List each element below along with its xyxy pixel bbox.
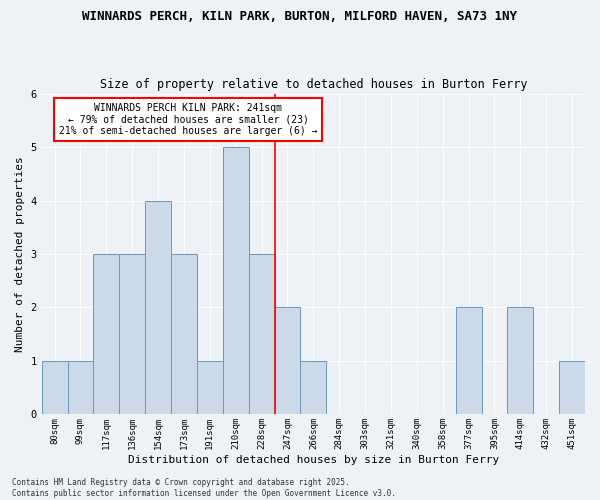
Bar <box>145 200 171 414</box>
Bar <box>41 361 68 414</box>
Text: WINNARDS PERCH, KILN PARK, BURTON, MILFORD HAVEN, SA73 1NY: WINNARDS PERCH, KILN PARK, BURTON, MILFO… <box>83 10 517 23</box>
Bar <box>68 361 94 414</box>
Bar <box>455 308 482 414</box>
Text: WINNARDS PERCH KILN PARK: 241sqm
← 79% of detached houses are smaller (23)
21% o: WINNARDS PERCH KILN PARK: 241sqm ← 79% o… <box>59 103 317 136</box>
Bar <box>248 254 275 414</box>
Text: Contains HM Land Registry data © Crown copyright and database right 2025.
Contai: Contains HM Land Registry data © Crown c… <box>12 478 396 498</box>
Title: Size of property relative to detached houses in Burton Ferry: Size of property relative to detached ho… <box>100 78 527 91</box>
Bar <box>171 254 197 414</box>
X-axis label: Distribution of detached houses by size in Burton Ferry: Distribution of detached houses by size … <box>128 455 499 465</box>
Bar <box>119 254 145 414</box>
Bar <box>508 308 533 414</box>
Bar <box>94 254 119 414</box>
Y-axis label: Number of detached properties: Number of detached properties <box>15 156 25 352</box>
Bar <box>301 361 326 414</box>
Bar <box>197 361 223 414</box>
Bar <box>559 361 585 414</box>
Bar <box>223 147 248 414</box>
Bar <box>275 308 301 414</box>
